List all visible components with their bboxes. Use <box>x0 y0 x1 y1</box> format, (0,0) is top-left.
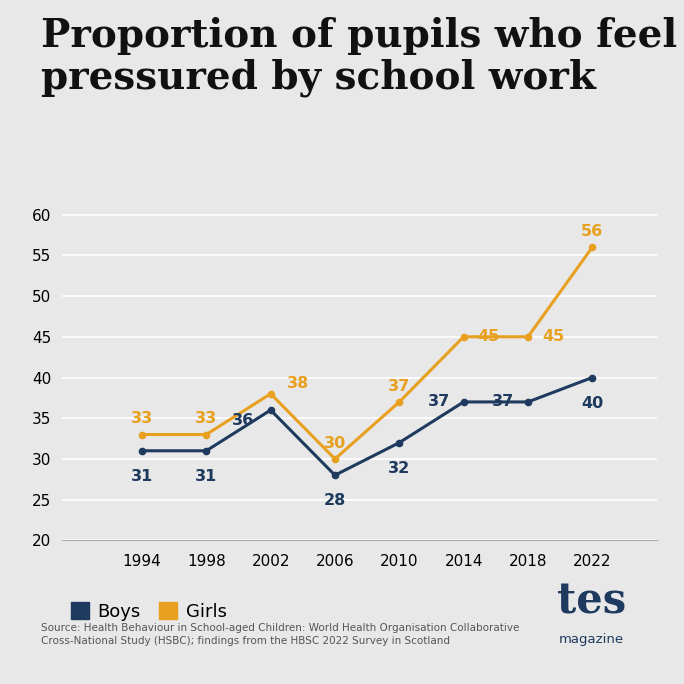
Text: 37: 37 <box>492 395 514 410</box>
Text: 31: 31 <box>131 469 153 484</box>
Text: 33: 33 <box>195 411 218 426</box>
Text: 38: 38 <box>287 376 310 391</box>
Text: 33: 33 <box>131 411 153 426</box>
Legend: Boys, Girls: Boys, Girls <box>70 603 227 620</box>
Text: 45: 45 <box>542 329 564 344</box>
Text: 56: 56 <box>581 224 603 239</box>
Text: pressured by school work: pressured by school work <box>41 58 596 96</box>
Text: 45: 45 <box>477 329 500 344</box>
Text: 37: 37 <box>389 379 410 393</box>
Text: Proportion of pupils who feel: Proportion of pupils who feel <box>41 17 677 55</box>
Text: 37: 37 <box>428 395 450 410</box>
Text: 32: 32 <box>389 461 410 475</box>
Text: tes: tes <box>557 581 627 622</box>
Text: 28: 28 <box>324 493 346 508</box>
Text: 40: 40 <box>581 395 603 410</box>
Text: 31: 31 <box>195 469 218 484</box>
Text: magazine: magazine <box>559 633 624 646</box>
Text: 36: 36 <box>232 413 254 428</box>
Text: 30: 30 <box>324 436 346 451</box>
Text: Source: Health Behaviour in School-aged Children: World Health Organisation Coll: Source: Health Behaviour in School-aged … <box>41 623 519 646</box>
